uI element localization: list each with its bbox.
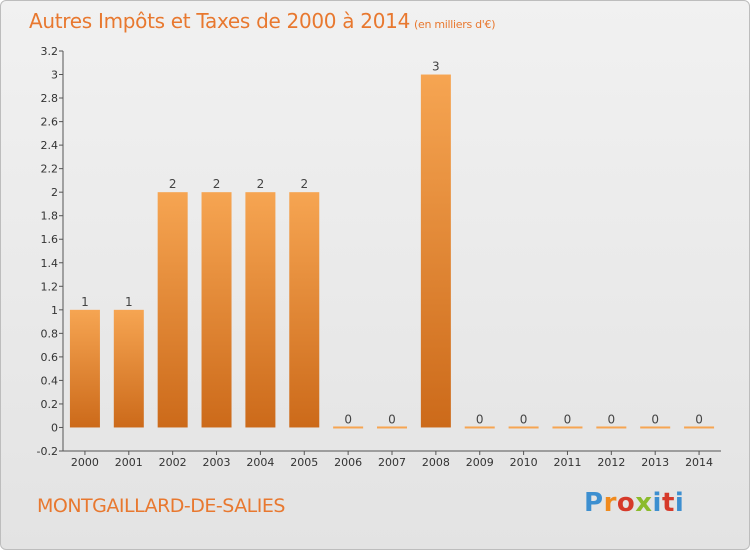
x-tick-label: 2006 <box>334 456 362 469</box>
bar <box>333 426 364 429</box>
bar <box>157 192 188 428</box>
title-text: Autres Impôts et Taxes de 2000 à 2014 <box>29 9 410 33</box>
bar <box>377 426 407 429</box>
data-label: 3 <box>432 60 440 74</box>
y-tick-label: 2.6 <box>41 116 59 129</box>
data-label: 0 <box>651 412 659 426</box>
bar <box>245 192 276 428</box>
y-tick-label: 0.6 <box>41 351 59 364</box>
y-tick-label: 1.4 <box>41 257 59 270</box>
x-tick-label: 2000 <box>71 456 99 469</box>
data-label: 1 <box>81 295 89 309</box>
data-label: 0 <box>608 412 616 426</box>
data-label: 2 <box>213 177 221 191</box>
y-tick-label: 0 <box>51 421 58 434</box>
y-tick-label: 3 <box>51 69 58 82</box>
bar <box>420 74 451 428</box>
x-tick-label: 2009 <box>466 456 494 469</box>
x-tick-label: 2013 <box>641 456 669 469</box>
y-tick-label: 0.8 <box>41 327 59 340</box>
y-tick-label: 2.8 <box>41 92 59 105</box>
x-tick-label: 2012 <box>597 456 625 469</box>
x-tick-label: 2004 <box>246 456 274 469</box>
bar <box>464 426 495 429</box>
bar <box>684 426 715 429</box>
x-tick-label: 2001 <box>115 456 143 469</box>
bar <box>508 426 539 429</box>
y-tick-label: 1.6 <box>41 233 59 246</box>
y-tick-label: 1.8 <box>41 210 59 223</box>
data-label: 0 <box>476 412 484 426</box>
data-label: 1 <box>125 295 133 309</box>
y-tick-label: 1 <box>51 304 58 317</box>
bar <box>201 192 232 428</box>
bar <box>552 426 583 429</box>
bar <box>289 192 320 428</box>
y-tick-label: 2.2 <box>41 163 59 176</box>
place-name: MONTGAILLARD-DE-SALIES <box>37 495 285 517</box>
data-label: 0 <box>695 412 703 426</box>
x-tick-label: 2014 <box>685 456 713 469</box>
y-tick-label: 0.4 <box>41 374 59 387</box>
data-label: 0 <box>388 412 396 426</box>
data-label: 2 <box>169 177 177 191</box>
bar <box>113 309 144 428</box>
x-tick-label: 2010 <box>510 456 538 469</box>
bar <box>69 309 100 428</box>
bar <box>640 426 671 429</box>
x-tick-label: 2011 <box>553 456 581 469</box>
bar <box>596 426 627 429</box>
x-tick-label: 2008 <box>422 456 450 469</box>
title-unit: (en milliers d'€) <box>414 18 496 31</box>
x-tick-label: 2002 <box>159 456 187 469</box>
x-tick-label: 2007 <box>378 456 406 469</box>
y-tick-label: 2 <box>51 186 58 199</box>
y-tick-label: 0.2 <box>41 398 59 411</box>
data-label: 2 <box>257 177 265 191</box>
proxiti-logo: Proxiti <box>584 488 685 518</box>
data-label: 0 <box>564 412 572 426</box>
data-label: 0 <box>344 412 352 426</box>
x-tick-label: 2005 <box>290 456 318 469</box>
y-tick-label: 3.2 <box>41 45 59 58</box>
y-tick-label: -0.2 <box>37 445 58 458</box>
data-label: 2 <box>300 177 308 191</box>
x-tick-label: 2003 <box>203 456 231 469</box>
data-label: 0 <box>520 412 528 426</box>
y-tick-label: 2.4 <box>41 139 59 152</box>
chart-title: Autres Impôts et Taxes de 2000 à 2014 (en… <box>29 9 495 33</box>
y-tick-label: 1.2 <box>41 280 59 293</box>
